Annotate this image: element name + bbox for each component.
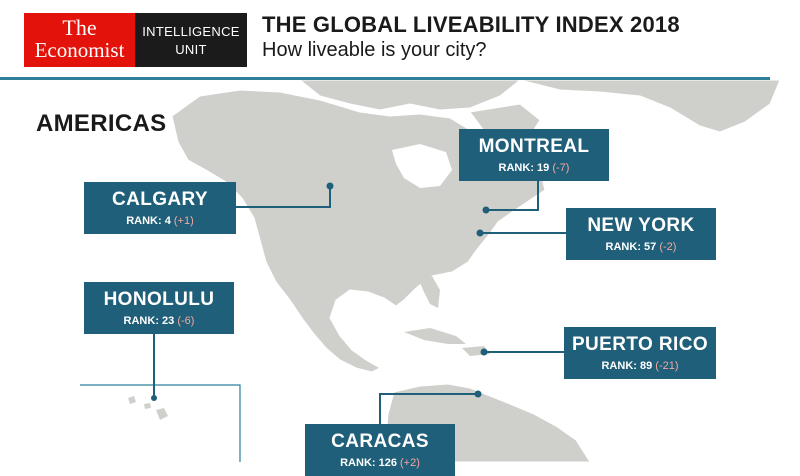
- unit-line-1: INTELLIGENCE: [142, 24, 240, 39]
- puerto-rico-dot[interactable]: [480, 348, 488, 356]
- city-name: PUERTO RICO: [571, 334, 708, 355]
- city-label-calgary[interactable]: CALGARY RANK: 4 (+1): [84, 182, 236, 234]
- header: The Economist INTELLIGENCE UNIT THE GLOB…: [0, 0, 800, 80]
- city-label-caracas[interactable]: CARACAS RANK: 126 (+2): [305, 424, 455, 476]
- montreal-leader: [486, 180, 539, 211]
- hawaii-islands: [128, 396, 168, 420]
- city-name: CARACAS: [331, 431, 429, 452]
- florida-peninsula: [418, 276, 440, 308]
- caracas-dot[interactable]: [474, 390, 482, 398]
- page-title: THE GLOBAL LIVEABILITY INDEX 2018: [262, 12, 680, 37]
- city-label-montreal[interactable]: MONTREAL RANK: 19 (-7): [459, 129, 609, 181]
- city-rank: RANK: 19 (-7): [498, 162, 570, 174]
- intelligence-unit-logo[interactable]: INTELLIGENCE UNIT: [135, 13, 247, 67]
- city-name: MONTREAL: [478, 136, 590, 157]
- city-rank: RANK: 89 (-21): [601, 360, 679, 372]
- calgary-leader: [236, 186, 331, 208]
- north-america-landmass: [171, 89, 546, 373]
- leader-lines: [153, 180, 566, 424]
- hudson-bay: [392, 144, 452, 188]
- city-label-puerto-rico[interactable]: PUERTO RICO RANK: 89 (-21): [564, 327, 716, 379]
- city-name: NEW YORK: [587, 215, 695, 236]
- city-rank: RANK: 126 (+2): [340, 457, 420, 469]
- unit-line-2: UNIT: [175, 42, 207, 57]
- economist-logo[interactable]: The Economist: [24, 13, 135, 67]
- calgary-dot[interactable]: [326, 182, 334, 190]
- montreal-dot[interactable]: [482, 206, 490, 214]
- region-heading: AMERICAS: [36, 110, 167, 137]
- city-dots: [151, 182, 490, 401]
- new-york-dot[interactable]: [476, 229, 484, 237]
- city-rank: RANK: 57 (-2): [605, 241, 677, 253]
- header-divider: [0, 77, 770, 80]
- cuba-island: [404, 328, 466, 344]
- hawaii-inset-border: [80, 384, 241, 462]
- arctic-islands: [299, 80, 521, 111]
- city-label-new-york[interactable]: NEW YORK RANK: 57 (-2): [566, 208, 716, 260]
- honolulu-dot[interactable]: [151, 395, 157, 401]
- city-name: CALGARY: [111, 189, 209, 210]
- city-label-honolulu[interactable]: HONOLULU RANK: 23 (-6): [84, 282, 234, 334]
- city-rank: RANK: 23 (-6): [123, 315, 195, 327]
- page-subtitle: How liveable is your city?: [262, 39, 487, 61]
- city-name: HONOLULU: [103, 289, 215, 310]
- city-rank: RANK: 4 (+1): [126, 215, 194, 227]
- greenland-landmass: [519, 80, 781, 133]
- logo-line-1: The: [62, 15, 97, 40]
- americas-map: [80, 80, 781, 462]
- caracas-leader: [379, 393, 478, 424]
- logo-line-2: Economist: [34, 38, 125, 62]
